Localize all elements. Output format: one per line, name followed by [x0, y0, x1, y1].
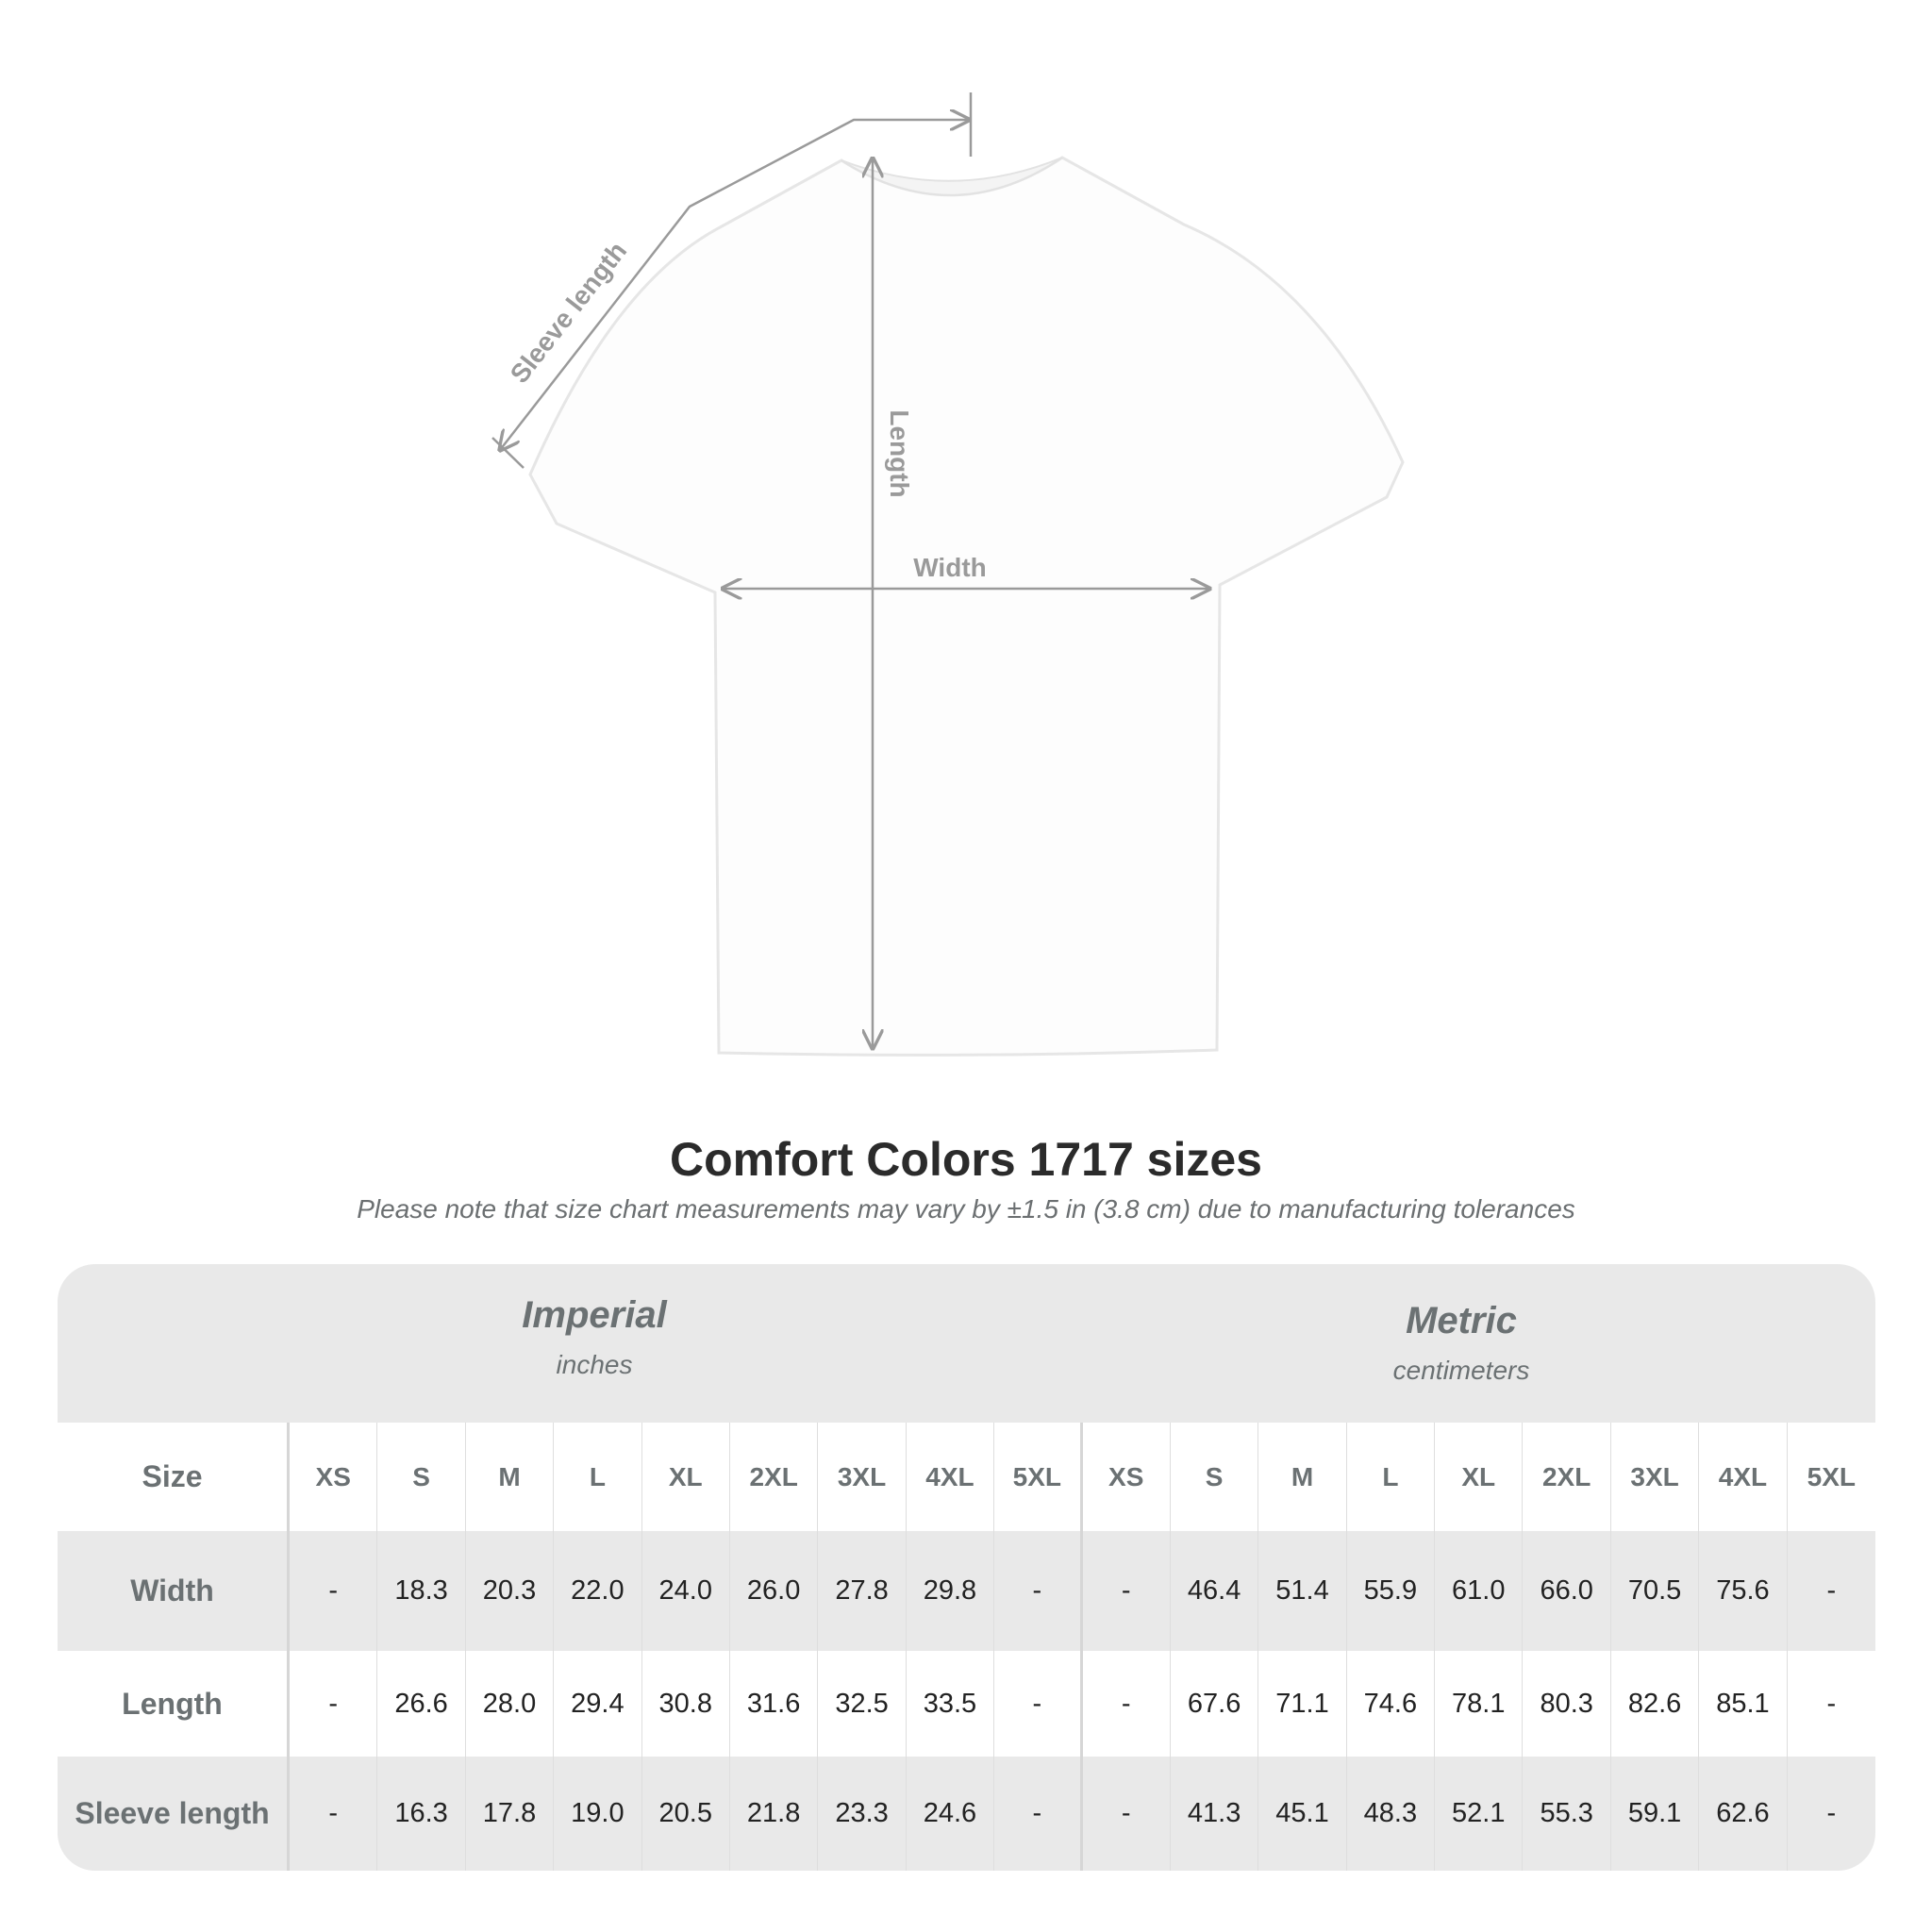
- value-cell: 17.8: [466, 1757, 555, 1871]
- value-cell: 55.3: [1523, 1757, 1611, 1871]
- value-cell: -: [1083, 1757, 1171, 1871]
- size-header-cell: S: [1171, 1423, 1259, 1531]
- value-cell: 52.1: [1435, 1757, 1524, 1871]
- size-header-cell: 2XL: [1523, 1423, 1611, 1531]
- size-header-cell: 5XL: [994, 1423, 1083, 1531]
- value-cell: 32.5: [818, 1651, 907, 1757]
- value-cell: 61.0: [1435, 1531, 1524, 1651]
- value-cell: 82.6: [1611, 1651, 1700, 1757]
- row-label: Length: [58, 1651, 290, 1757]
- sleeve-tick-left: [491, 437, 525, 469]
- value-cell: 29.4: [554, 1651, 642, 1757]
- value-cell: 74.6: [1347, 1651, 1436, 1757]
- sleeve-length-line: [500, 120, 969, 450]
- row-band: [58, 1531, 1875, 1651]
- table-row: Length -26.6 28.0 29.4 30.8 31.6 32.5 33.5- -67…: [58, 1651, 1875, 1757]
- header-band: [58, 1264, 1875, 1423]
- imperial-header: Imperial inches: [311, 1294, 877, 1380]
- size-header-cell: 4XL: [1699, 1423, 1788, 1531]
- value-cell: 19.0: [554, 1757, 642, 1871]
- value-cell: 75.6: [1699, 1531, 1788, 1651]
- value-cell: 62.6: [1699, 1757, 1788, 1871]
- value-cell: -: [1083, 1531, 1171, 1651]
- value-cell: 18.3: [377, 1531, 466, 1651]
- value-cell: 51.4: [1258, 1531, 1347, 1651]
- row-label: Width: [58, 1531, 290, 1651]
- value-cell: 28.0: [466, 1651, 555, 1757]
- value-cell: 67.6: [1171, 1651, 1259, 1757]
- value-cell: -: [290, 1651, 378, 1757]
- size-header-cell: M: [466, 1423, 555, 1531]
- value-cell: 30.8: [642, 1651, 730, 1757]
- value-cell: 55.9: [1347, 1531, 1436, 1651]
- size-table: Imperial inches Metric centimeters Size …: [58, 1264, 1875, 1871]
- value-cell: -: [994, 1651, 1083, 1757]
- tshirt-diagram: Sleeve length Length Width: [491, 92, 1405, 1057]
- value-cell: -: [1083, 1651, 1171, 1757]
- value-cell: -: [1826, 1798, 1837, 1828]
- value-cell: 27.8: [818, 1531, 907, 1651]
- table-row: Sleeve length -16.3 17.8 19.0 20.5 21.8 23.3 2…: [58, 1757, 1875, 1871]
- value-cell: 31.6: [730, 1651, 819, 1757]
- width-label: Width: [913, 553, 987, 582]
- size-label: Size: [58, 1423, 290, 1531]
- value-cell: 33.5: [907, 1651, 995, 1757]
- value-cell: 71.1: [1258, 1651, 1347, 1757]
- size-header-cell: L: [554, 1423, 642, 1531]
- value-cell: 26.0: [730, 1531, 819, 1651]
- row-band: [58, 1757, 1875, 1871]
- value-cell: 29.8: [907, 1531, 995, 1651]
- size-header-cell: 5XL: [1807, 1461, 1857, 1491]
- size-header-cell: M: [1258, 1423, 1347, 1531]
- size-header-cell: L: [1347, 1423, 1436, 1531]
- length-label: Length: [885, 409, 914, 497]
- value-cell: 22.0: [554, 1531, 642, 1651]
- value-cell: -: [290, 1531, 378, 1651]
- value-cell: 59.1: [1611, 1757, 1700, 1871]
- size-header-cell: 4XL: [907, 1423, 995, 1531]
- size-header-cell: XL: [642, 1423, 730, 1531]
- value-cell: 66.0: [1523, 1531, 1611, 1651]
- value-cell: 78.1: [1435, 1651, 1524, 1757]
- value-cell: 21.8: [730, 1757, 819, 1871]
- metric-header: Metric centimeters: [1178, 1300, 1744, 1386]
- value-cell: 20.3: [466, 1531, 555, 1651]
- metric-title: Metric: [1406, 1300, 1517, 1341]
- value-cell: -: [1826, 1575, 1837, 1606]
- value-cell: 80.3: [1523, 1651, 1611, 1757]
- size-header-cell: XL: [1435, 1423, 1524, 1531]
- value-cell: 48.3: [1347, 1757, 1436, 1871]
- size-header-cell: 2XL: [730, 1423, 819, 1531]
- size-header-cell: 3XL: [1611, 1423, 1700, 1531]
- size-header-cell: 3XL: [818, 1423, 907, 1531]
- value-cell: 24.6: [907, 1757, 995, 1871]
- value-cell: 20.5: [642, 1757, 730, 1871]
- tshirt-image: [528, 156, 1405, 1057]
- imperial-unit: inches: [556, 1350, 633, 1379]
- table-row: Width -18.3 20.3 22.0 24.0 26.0 27.8 29.8- -46.…: [58, 1531, 1875, 1651]
- size-header-cell: S: [377, 1423, 466, 1531]
- value-cell: 23.3: [818, 1757, 907, 1871]
- value-cell: 24.0: [642, 1531, 730, 1651]
- value-cell: 45.1: [1258, 1757, 1347, 1871]
- row-label: Sleeve length: [58, 1757, 290, 1871]
- value-cell: 70.5: [1611, 1531, 1700, 1651]
- value-cell: 26.6: [377, 1651, 466, 1757]
- tolerance-note: Please note that size chart measurements…: [357, 1194, 1575, 1224]
- size-header-cell: XS: [1083, 1423, 1171, 1531]
- value-cell: -: [994, 1757, 1083, 1871]
- size-header-cell: XS: [290, 1423, 378, 1531]
- page-title: Comfort Colors 1717 sizes: [670, 1133, 1262, 1186]
- value-cell: -: [1826, 1688, 1837, 1719]
- metric-unit: centimeters: [1392, 1356, 1530, 1385]
- value-cell: -: [290, 1757, 378, 1871]
- value-cell: 16.3: [377, 1757, 466, 1871]
- value-cell: -: [994, 1531, 1083, 1651]
- value-cell: 85.1: [1699, 1651, 1788, 1757]
- imperial-title: Imperial: [522, 1294, 667, 1336]
- value-cell: 41.3: [1171, 1757, 1259, 1871]
- value-cell: 46.4: [1171, 1531, 1259, 1651]
- size-row: Size XS S M L XL 2XL 3XL 4XL 5XL XS S M L XL 2XL 3XL 4XL…: [58, 1423, 1875, 1531]
